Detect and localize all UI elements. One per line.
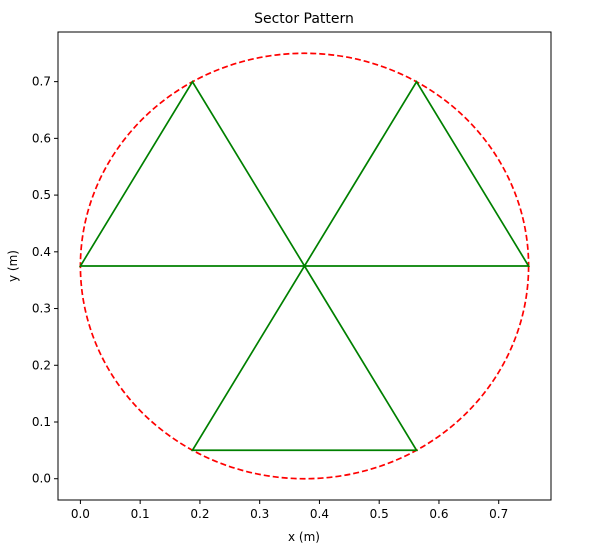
sector-pattern-line — [78, 80, 531, 452]
y-axis-ticks: 0.0 0.1 0.2 0.3 0.4 0.5 0.6 0.7 — [32, 75, 58, 486]
x-tick-label: 0.4 — [310, 507, 329, 521]
x-tick-label: 0.2 — [190, 507, 209, 521]
y-tick-label: 0.1 — [32, 415, 51, 429]
y-tick-label: 0.2 — [32, 358, 51, 372]
y-tick-label: 0.7 — [32, 75, 51, 89]
y-tick-label: 0.4 — [32, 245, 51, 259]
axes-frame — [57, 31, 552, 501]
y-tick-label: 0.6 — [32, 131, 51, 145]
x-tick-label: 0.1 — [131, 507, 150, 521]
x-tick-label: 0.5 — [370, 507, 389, 521]
x-axis-label: x (m) — [288, 530, 320, 544]
y-tick-label: 0.3 — [32, 302, 51, 316]
y-tick-label: 0.5 — [32, 188, 51, 202]
y-axis-label: y (m) — [6, 250, 20, 282]
x-axis-ticks: 0.0 0.1 0.2 0.3 0.4 0.5 0.6 0.7 — [71, 500, 508, 521]
chart-title: Sector Pattern — [254, 11, 354, 27]
x-tick-label: 0.6 — [429, 507, 448, 521]
x-tick-label: 0.7 — [489, 507, 508, 521]
y-tick-label: 0.0 — [32, 472, 51, 486]
data-layer — [78, 52, 531, 480]
x-tick-label: 0.0 — [71, 507, 90, 521]
x-tick-label: 0.3 — [250, 507, 269, 521]
